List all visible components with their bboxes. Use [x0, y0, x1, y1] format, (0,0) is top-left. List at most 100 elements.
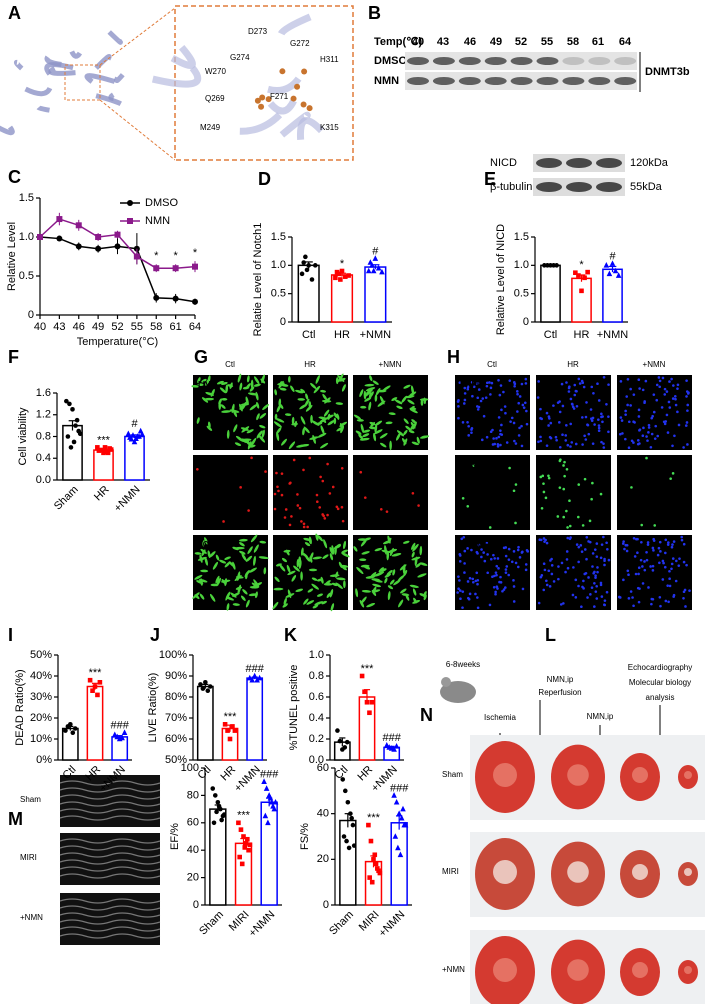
point [344, 838, 349, 844]
point [370, 267, 377, 274]
cell [335, 571, 339, 578]
y-tick-label: 90% [165, 670, 187, 682]
cell [291, 416, 295, 425]
nucleus [318, 506, 322, 509]
nucleus [626, 378, 630, 381]
nucleus [340, 466, 344, 470]
cell [215, 575, 220, 584]
nucleus [284, 508, 288, 511]
cell [371, 578, 380, 581]
nucleus [470, 548, 473, 552]
y-axis-label: LIVE Ratio(%) [147, 673, 159, 743]
ribbon [84, 73, 116, 84]
nucleus [583, 477, 587, 481]
cell [419, 593, 426, 597]
nucleus [644, 379, 648, 383]
cell [388, 412, 396, 416]
point [372, 255, 379, 261]
nucleus [574, 442, 578, 446]
nucleus [523, 401, 527, 405]
ligand-atom [258, 103, 265, 110]
column-label: +NMN [643, 360, 666, 369]
cell [335, 377, 339, 385]
nucleus [480, 438, 484, 442]
point [239, 861, 245, 867]
size-label: 120kDa [630, 157, 669, 169]
point [246, 847, 251, 853]
significance-mark: *** [237, 810, 251, 822]
nucleus [547, 474, 550, 478]
point [207, 684, 213, 689]
cell [242, 589, 248, 595]
point [400, 805, 406, 812]
nucleus [222, 520, 225, 523]
panel-letter: A [8, 3, 21, 23]
ligand-atom [294, 83, 301, 90]
nucleus [685, 395, 688, 398]
nucleus [647, 423, 651, 427]
nucleus [668, 406, 672, 409]
y-tick-label: 40 [187, 844, 199, 856]
point [205, 688, 211, 693]
point [139, 431, 145, 437]
nucleus [456, 591, 459, 594]
nucleus [510, 560, 514, 564]
nucleus [544, 496, 548, 500]
nucleus [593, 548, 597, 551]
nucleus [326, 462, 329, 466]
nucleus [664, 599, 668, 603]
nucleus [273, 492, 277, 496]
nucleus [517, 401, 521, 405]
nucleus [686, 443, 689, 446]
row-label: Sham [20, 795, 41, 804]
cell [283, 549, 291, 553]
cell [312, 556, 322, 560]
cell [303, 426, 310, 434]
zoom-box-small [64, 64, 101, 101]
cell [245, 555, 253, 562]
y-tick-label: 80 [187, 789, 199, 801]
cell [220, 404, 226, 409]
point [272, 798, 279, 805]
legend-marker [127, 218, 133, 224]
cell [313, 385, 321, 394]
nucleus [666, 543, 670, 546]
nucleus [555, 438, 558, 442]
cell [361, 551, 370, 555]
nucleus [489, 393, 492, 396]
column-label: HR [304, 360, 316, 369]
nucleus [315, 493, 319, 497]
cell [379, 433, 388, 439]
cell [232, 603, 240, 606]
nucleus [629, 590, 633, 593]
nucleus [625, 395, 629, 398]
cell [387, 537, 392, 544]
row-label: DAPI [460, 380, 479, 389]
nucleus [562, 602, 565, 605]
nucleus [288, 523, 292, 527]
point [337, 738, 343, 744]
cell [239, 542, 245, 547]
point [241, 834, 246, 839]
residue-label: F271 [270, 92, 289, 101]
y-tick-label: 1.0 [271, 259, 286, 271]
y-tick-label: 1.0 [19, 231, 34, 243]
cell [305, 393, 309, 400]
cell [373, 572, 383, 577]
cell [416, 436, 420, 444]
nucleus [658, 379, 662, 383]
nucleus [505, 565, 509, 568]
nucleus [651, 597, 655, 601]
nucleus [466, 580, 470, 583]
nucleus [592, 391, 595, 395]
y-axis-label: %TUNEL positive [288, 665, 300, 751]
nucleus [572, 407, 576, 410]
nucleus [264, 470, 267, 473]
nucleus [496, 557, 500, 560]
nucleus [462, 402, 466, 405]
point [236, 820, 241, 826]
cell [225, 384, 229, 394]
significance-mark: *** [361, 663, 375, 675]
nucleus [417, 504, 420, 507]
